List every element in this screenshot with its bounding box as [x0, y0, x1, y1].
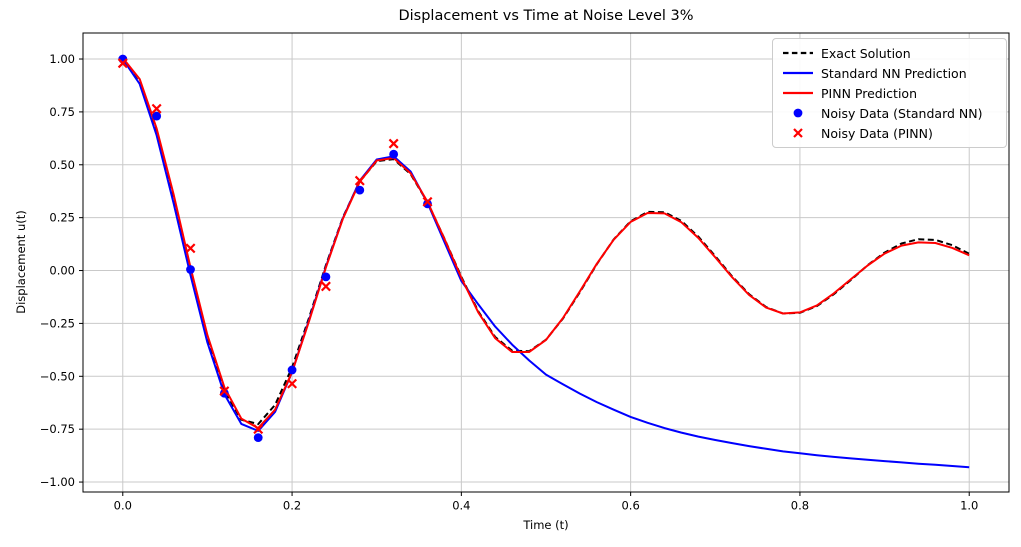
- ticks: 0.0 0.2 0.4 0.6 0.8 1.0 1.00 0.75 0.50 0.25 0.00 −0…: [40, 52, 979, 512]
- legend-item: Standard NN Prediction: [782, 63, 998, 83]
- x-tick-label: 0.6: [621, 499, 639, 513]
- y-tick-label: −0.50: [40, 369, 75, 383]
- series-line-pinn-prediction: [122, 57, 970, 430]
- data-point-circle: [423, 199, 432, 209]
- data-point-x: [219, 386, 230, 397]
- data-point-x: [151, 103, 162, 114]
- legend-item-label: Noisy Data (Standard NN): [821, 105, 983, 121]
- chart-title: Displacement vs Time at Noise Level 3%: [398, 8, 694, 24]
- x-tick-label: 0.2: [283, 499, 301, 513]
- data-point-circle: [152, 111, 162, 121]
- data-point-x: [117, 58, 128, 69]
- legend-item: PINN Prediction: [782, 83, 998, 103]
- legend-item-label: Exact Solution: [821, 45, 911, 61]
- legend-item-label: Standard NN Prediction: [821, 65, 967, 81]
- solid-line-icon: [783, 91, 813, 95]
- data-point-x: [354, 175, 365, 186]
- data-point-circle: [219, 388, 229, 398]
- data-point-x: [422, 196, 433, 207]
- data-point-circle: [287, 365, 297, 375]
- y-tick-label: 0.75: [49, 105, 75, 119]
- series-line-standard-nn-prediction: [121, 58, 970, 469]
- series-group: [121, 57, 970, 469]
- data-point-circle: [321, 272, 331, 282]
- scatter-noisy-data-pinn-: [117, 58, 433, 435]
- data-point-x: [287, 378, 298, 389]
- data-point-circle: [253, 433, 263, 443]
- data-point-x: [253, 424, 264, 435]
- data-point-circle: [355, 185, 365, 195]
- legend-item-label: PINN Prediction: [821, 85, 917, 101]
- axes-spines: [82, 32, 1010, 493]
- legend-item: Noisy Data (PINN): [782, 123, 998, 143]
- y-tick-label: 0.50: [49, 158, 75, 172]
- legend-item-label: Noisy Data (PINN): [821, 125, 933, 141]
- data-point-circle: [186, 265, 195, 274]
- y-tick-label: 0.25: [49, 211, 75, 225]
- scatter-noisy-data-standard-nn-: [118, 54, 432, 443]
- data-point-x: [185, 243, 196, 254]
- solid-line-icon: [783, 71, 813, 75]
- y-tick-label: 1.00: [49, 52, 75, 66]
- data-point-x: [320, 281, 331, 292]
- x-marker-icon: [793, 128, 803, 138]
- y-tick-label: −0.25: [40, 316, 75, 330]
- x-tick-label: 1.0: [960, 499, 978, 513]
- dot-marker-icon: [793, 108, 803, 118]
- data-point-circle: [389, 149, 399, 159]
- y-tick-label: −1.00: [40, 475, 75, 489]
- x-tick-label: 0.4: [452, 499, 470, 513]
- legend-item: Exact Solution: [782, 43, 998, 63]
- legend-item: Noisy Data (Standard NN): [782, 103, 998, 123]
- y-tick-label: 0.00: [49, 264, 75, 278]
- x-axis-label: Time (t): [523, 518, 569, 532]
- legend: Exact Solution Standard NN Prediction PINN…: [772, 38, 1007, 148]
- x-tick-label: 0.0: [114, 499, 132, 513]
- y-tick-label: −0.75: [40, 422, 75, 436]
- data-point-x: [388, 138, 399, 149]
- x-tick-label: 0.8: [791, 499, 809, 513]
- dashed-line-icon: [783, 51, 813, 55]
- y-axis-label: Displacement u(t): [14, 210, 28, 314]
